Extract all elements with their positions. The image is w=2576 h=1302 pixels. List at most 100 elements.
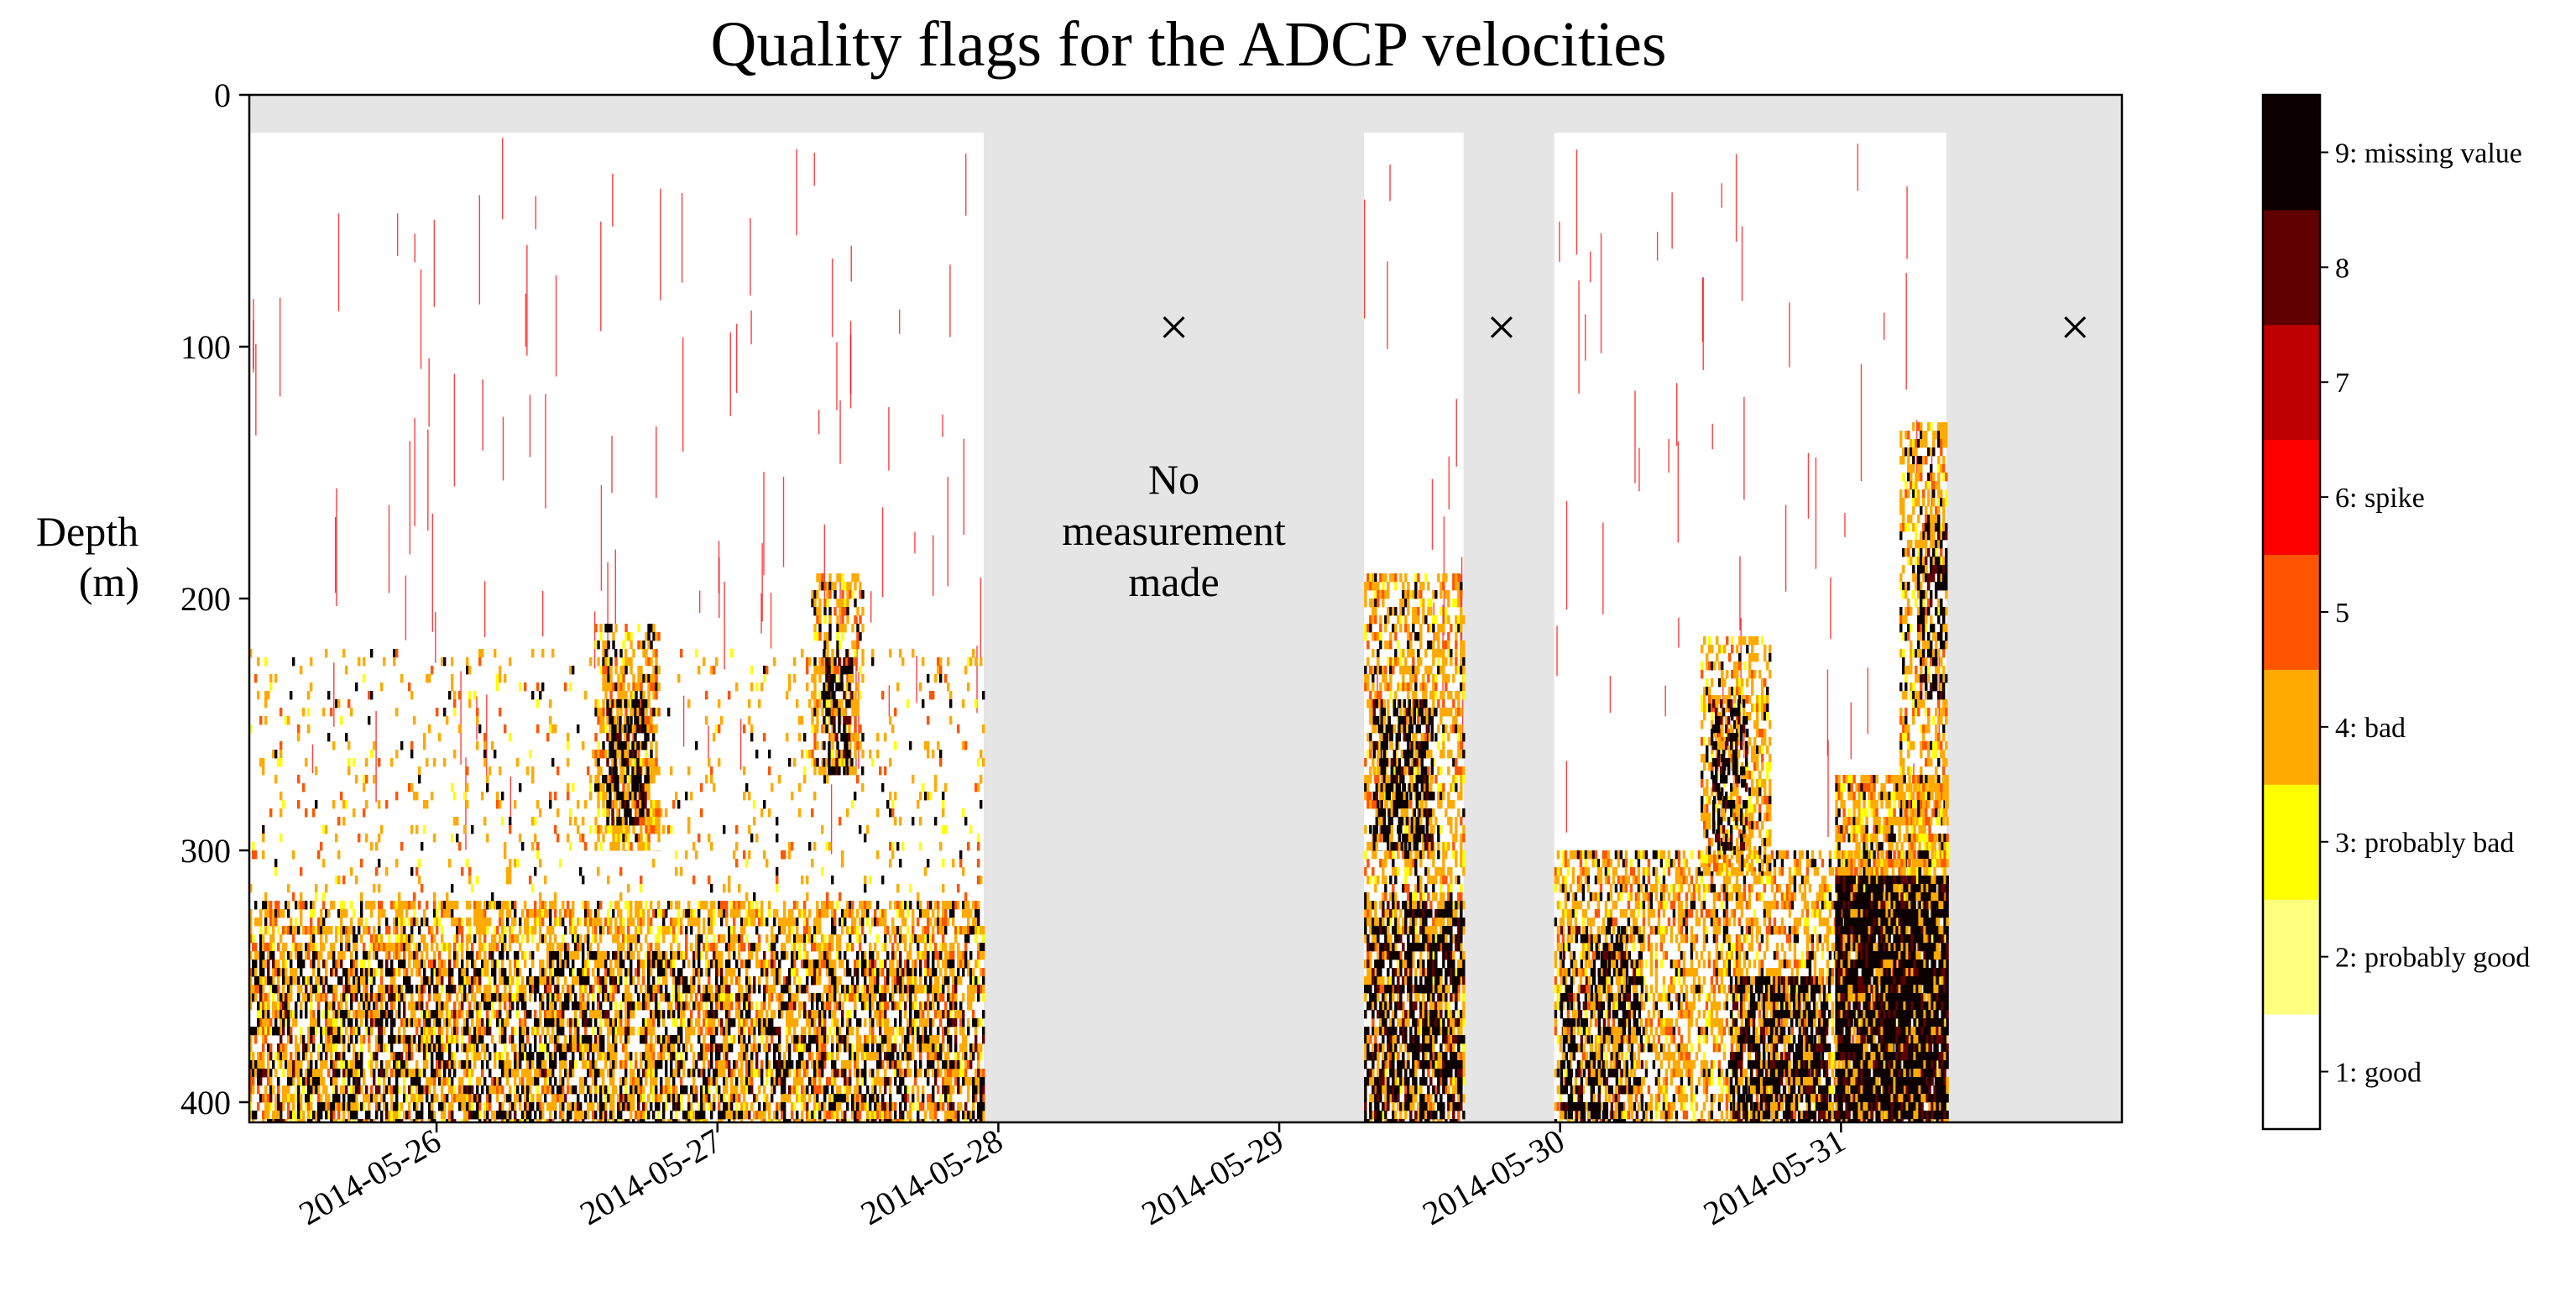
flag-cell — [473, 960, 477, 969]
flag-cell — [798, 951, 802, 960]
flag-cell — [874, 1010, 877, 1019]
flag-cell — [569, 918, 572, 927]
flag-cell — [418, 1085, 421, 1095]
flag-cell — [889, 1043, 892, 1053]
flag-cell — [803, 909, 807, 918]
flag-cell — [619, 1001, 623, 1011]
flag-cell — [665, 960, 668, 969]
flag-cell — [788, 1027, 792, 1036]
flag-cell — [287, 985, 290, 994]
flag-cell — [959, 976, 963, 986]
flag-cell — [919, 1001, 922, 1011]
flag-cell — [448, 960, 452, 969]
flag-cell — [776, 1102, 779, 1111]
flag-cell — [431, 1077, 434, 1086]
flag-cell — [277, 1111, 280, 1120]
flag-cell — [760, 1119, 764, 1123]
flag-cell — [327, 926, 331, 935]
flag-cell — [295, 1052, 298, 1061]
flag-cell — [881, 943, 885, 952]
flag-cell — [446, 1094, 449, 1103]
flag-cell — [433, 1043, 436, 1053]
flag-cell — [562, 1043, 565, 1053]
flag-cell — [410, 1094, 414, 1103]
flag-cell — [342, 951, 346, 960]
flag-cell — [703, 1102, 706, 1111]
flag-cell — [932, 1018, 935, 1027]
flag-cell — [735, 1085, 739, 1095]
flag-cell — [768, 1102, 771, 1111]
flag-cell — [335, 934, 338, 944]
flag-cell — [730, 1035, 734, 1044]
flag-cell — [579, 1043, 583, 1053]
flag-cell — [483, 993, 487, 1002]
flag-cell — [312, 1018, 316, 1027]
flag-cell — [388, 1010, 391, 1019]
flag-cell — [655, 909, 658, 918]
flag-cell — [347, 926, 351, 935]
flag-cell — [506, 901, 509, 910]
flag-cell — [833, 909, 837, 918]
flag-cell — [453, 1010, 457, 1019]
flag-cell — [713, 918, 716, 927]
flag-cell — [300, 951, 303, 960]
flag-cell — [823, 1001, 827, 1011]
flag-cell — [496, 901, 499, 910]
flag-cell — [934, 951, 938, 960]
flag-cell — [645, 1111, 648, 1120]
flag-cell — [448, 901, 452, 910]
flag-cell — [252, 993, 255, 1002]
flag-cell — [441, 960, 444, 969]
flag-cell — [438, 1018, 442, 1027]
flag-cell — [796, 926, 799, 935]
flag-cell — [491, 1035, 494, 1044]
flag-cell — [373, 1001, 376, 1011]
flag-cell — [332, 1069, 336, 1078]
flag-cell — [415, 1119, 419, 1123]
flag-cell — [657, 1001, 661, 1011]
flag-cell — [403, 1077, 406, 1086]
flag-cell — [453, 951, 457, 960]
flag-cell — [405, 943, 409, 952]
flag-cell — [876, 918, 880, 927]
flag-cell — [612, 968, 615, 977]
flag-cell — [431, 934, 434, 944]
flag-cell — [408, 1052, 411, 1061]
flag-cell — [901, 993, 905, 1002]
flag-cell — [383, 1085, 386, 1095]
flag-cell — [423, 943, 426, 952]
flag-cell — [647, 993, 651, 1002]
flag-cell — [322, 976, 326, 986]
flag-cell — [851, 1111, 854, 1120]
flag-cell — [765, 1043, 769, 1053]
flag-cell — [758, 1010, 761, 1019]
flag-cell — [383, 985, 386, 994]
flag-cell — [524, 1001, 527, 1011]
flag-cell — [390, 1069, 394, 1078]
flag-cell — [954, 1069, 958, 1078]
flag-cell — [436, 985, 439, 994]
flag-cell — [438, 1001, 442, 1011]
flag-cell — [944, 1069, 948, 1078]
flag-cell — [891, 943, 895, 952]
flag-cell — [922, 1085, 925, 1095]
flag-cell — [846, 1085, 849, 1095]
flag-cell — [363, 943, 366, 952]
flag-cell — [715, 1077, 718, 1086]
flag-cell — [609, 1027, 613, 1036]
flag-cell — [468, 1035, 472, 1044]
flag-cell — [340, 1027, 343, 1036]
flag-cell — [562, 934, 565, 944]
flag-cell — [300, 1035, 303, 1044]
flag-cell — [796, 968, 799, 977]
flag-cell — [347, 1069, 351, 1078]
flag-cell — [544, 934, 547, 944]
flag-cell — [856, 1018, 860, 1027]
flag-cell — [536, 1077, 540, 1086]
flag-cell — [811, 960, 814, 969]
flag-cell — [466, 918, 469, 927]
flag-cell — [944, 1052, 948, 1061]
flag-cell — [937, 960, 940, 969]
flag-cell — [680, 1102, 683, 1111]
flag-cell — [919, 985, 922, 994]
